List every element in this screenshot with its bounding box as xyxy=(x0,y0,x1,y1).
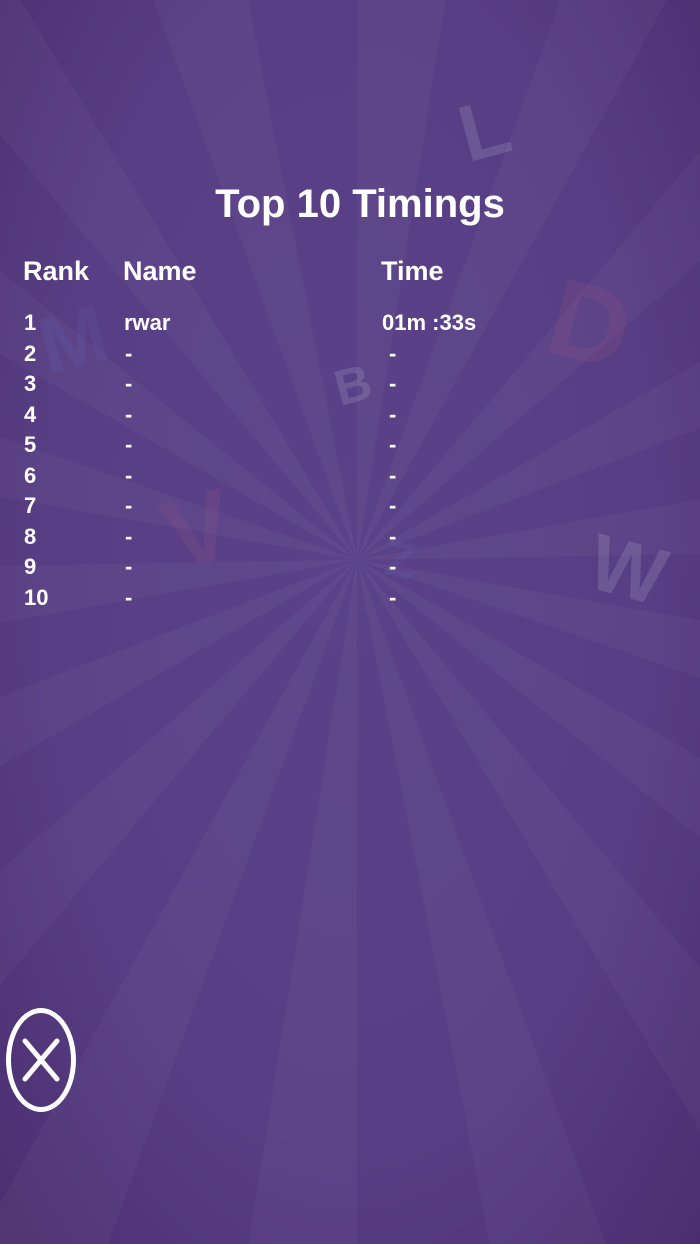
cell-time: - xyxy=(389,340,397,366)
cell-name: - xyxy=(125,462,133,488)
cell-name: - xyxy=(125,584,133,610)
cell-time: 01m :33s xyxy=(382,310,477,335)
table-row: 10 - - xyxy=(0,585,700,615)
cell-time: - xyxy=(389,493,397,518)
cell-name: - xyxy=(125,523,133,549)
cell-name: - xyxy=(125,493,133,518)
cell-name: - xyxy=(125,340,133,366)
cell-time: - xyxy=(389,584,397,610)
table-row: 6 - - xyxy=(0,463,700,493)
cell-rank: 1 xyxy=(24,310,37,335)
close-x-icon xyxy=(22,1038,60,1082)
close-button[interactable] xyxy=(6,1008,76,1112)
cell-rank: 5 xyxy=(24,432,37,457)
table-row: 3 - - xyxy=(0,371,700,401)
cell-rank: 6 xyxy=(24,462,37,488)
cell-name: - xyxy=(125,432,133,457)
page-title: Top 10 Timings xyxy=(215,182,505,226)
header-name: Name xyxy=(123,256,197,286)
table-row: 7 - - xyxy=(0,493,700,523)
cell-time: - xyxy=(389,401,397,427)
cell-rank: 4 xyxy=(24,401,37,427)
header-rank: Rank xyxy=(23,256,90,286)
cell-time: - xyxy=(389,523,397,549)
table-row: 9 - - xyxy=(0,554,700,584)
header-time: Time xyxy=(381,256,444,286)
cell-rank: 9 xyxy=(24,554,37,579)
table-row: 1 rwar 01m :33s xyxy=(0,310,700,340)
table-row: 8 - - xyxy=(0,524,700,554)
cell-time: - xyxy=(389,554,397,579)
cell-name: - xyxy=(125,401,133,427)
cell-time: - xyxy=(389,432,397,457)
cell-rank: 8 xyxy=(24,523,37,549)
cell-rank: 3 xyxy=(24,371,37,396)
table-row: 2 - - xyxy=(0,341,700,371)
cell-rank: 7 xyxy=(24,493,37,518)
cell-rank: 2 xyxy=(24,340,37,366)
cell-name: - xyxy=(125,371,133,396)
cell-time: - xyxy=(389,462,397,488)
cell-name: rwar xyxy=(124,310,171,335)
cell-time: - xyxy=(389,371,397,396)
cell-name: - xyxy=(125,554,133,579)
table-row: 5 - - xyxy=(0,432,700,462)
table-row: 4 - - xyxy=(0,402,700,432)
cell-rank: 10 xyxy=(24,584,49,610)
